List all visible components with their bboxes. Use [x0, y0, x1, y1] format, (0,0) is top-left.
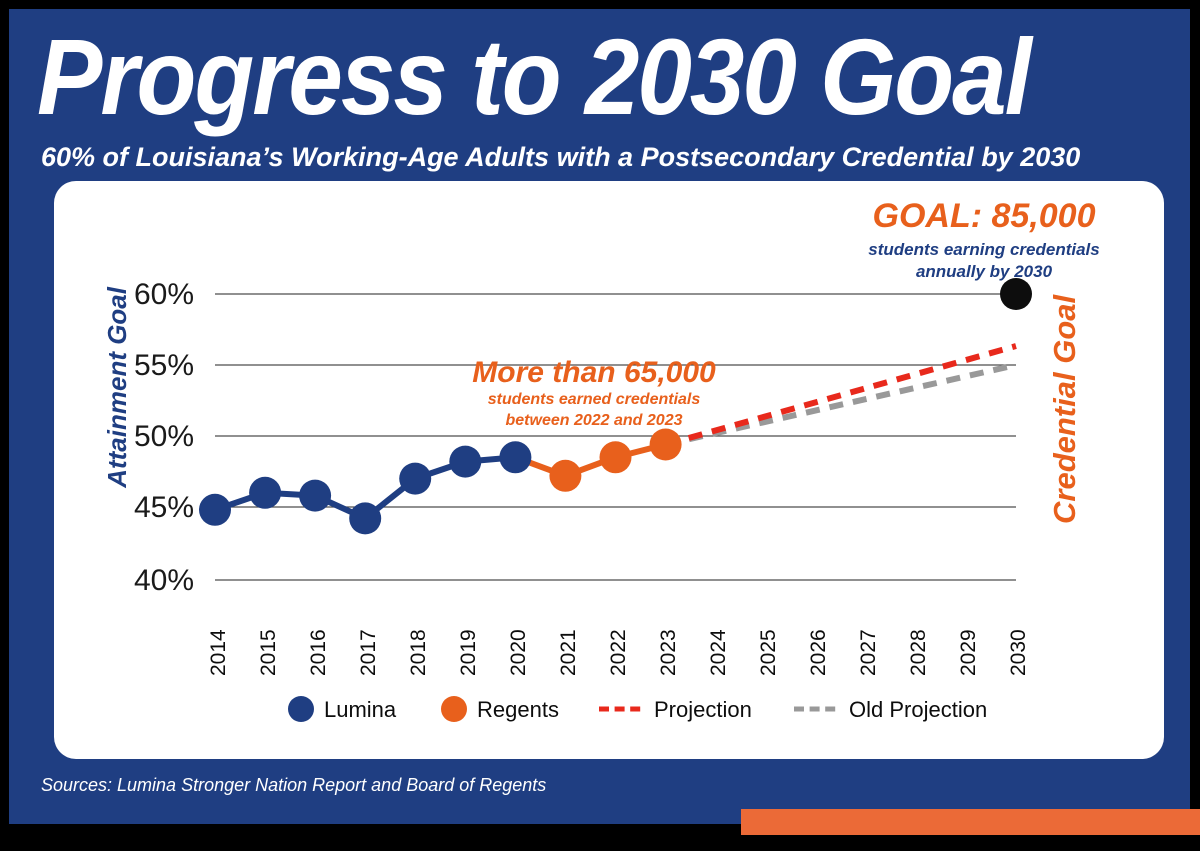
svg-text:Regents: Regents — [477, 697, 559, 722]
svg-text:2029: 2029 — [957, 629, 980, 676]
svg-text:2016: 2016 — [307, 629, 330, 676]
svg-text:2030: 2030 — [1007, 629, 1030, 676]
svg-text:Lumina: Lumina — [324, 697, 397, 722]
svg-text:2019: 2019 — [457, 629, 480, 676]
svg-text:55%: 55% — [134, 349, 194, 382]
svg-text:2025: 2025 — [757, 629, 780, 676]
svg-text:2018: 2018 — [407, 629, 430, 676]
svg-text:2021: 2021 — [557, 629, 580, 676]
svg-text:2017: 2017 — [357, 629, 380, 676]
svg-text:2026: 2026 — [807, 629, 830, 676]
svg-text:40%: 40% — [134, 564, 194, 597]
svg-text:60%: 60% — [134, 278, 194, 311]
svg-text:2028: 2028 — [907, 629, 930, 676]
svg-text:2027: 2027 — [857, 629, 880, 676]
svg-text:2024: 2024 — [707, 629, 730, 676]
svg-text:2022: 2022 — [607, 629, 630, 676]
svg-text:2015: 2015 — [257, 629, 280, 676]
svg-text:45%: 45% — [134, 491, 194, 524]
svg-text:Projection: Projection — [654, 697, 752, 722]
svg-text:50%: 50% — [134, 420, 194, 453]
svg-text:2023: 2023 — [657, 629, 680, 676]
svg-text:2020: 2020 — [507, 629, 530, 676]
svg-text:2014: 2014 — [207, 629, 230, 676]
svg-text:Old Projection: Old Projection — [849, 697, 987, 722]
